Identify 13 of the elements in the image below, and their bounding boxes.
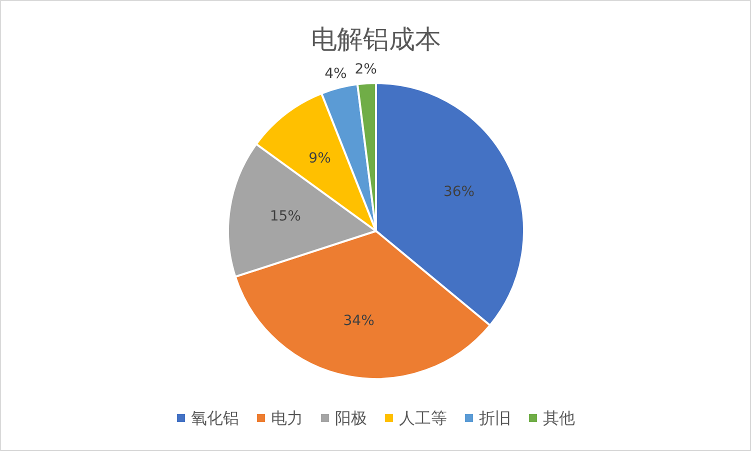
legend-label: 氧化铝: [191, 408, 239, 428]
legend-label: 电力: [271, 408, 303, 428]
legend-label: 其他: [543, 408, 575, 428]
chart-title: 电解铝成本: [311, 25, 441, 55]
data-label: 36%: [443, 184, 475, 200]
legend-label: 人工等: [399, 408, 447, 428]
legend-label: 阳极: [335, 408, 367, 428]
data-label: 9%: [308, 150, 331, 166]
data-label: 4%: [324, 66, 347, 82]
legend-label: 折旧: [479, 408, 511, 428]
data-label: 34%: [343, 313, 374, 330]
data-label: 2%: [354, 61, 377, 78]
data-label: 15%: [270, 208, 301, 225]
